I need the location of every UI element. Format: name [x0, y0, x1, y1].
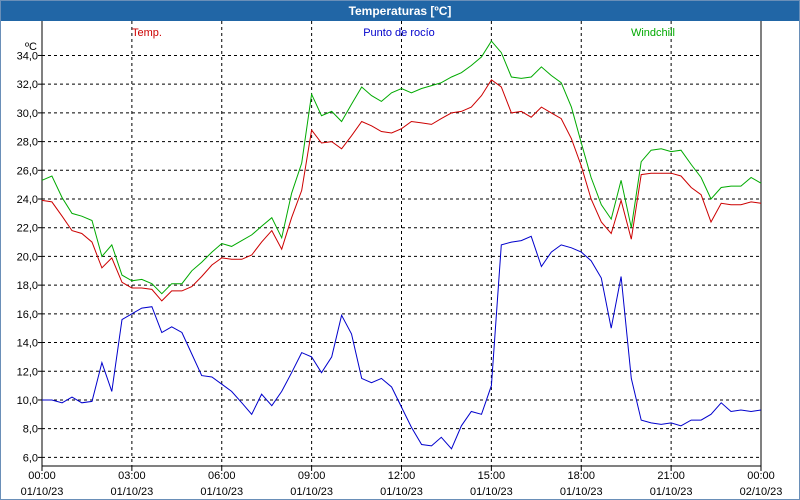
- x-tick-time-label: 00:00: [747, 470, 775, 482]
- y-tick-label: 14,0: [17, 338, 38, 350]
- y-tick-label: 30,0: [17, 108, 38, 120]
- x-tick-date-label: 01/10/23: [560, 486, 603, 498]
- x-tick-time-label: 18:00: [567, 470, 595, 482]
- series-line-temp: [41, 79, 762, 302]
- x-tick-time-label: 12:00: [388, 470, 416, 482]
- legend-entry: Temp.: [132, 27, 162, 39]
- y-tick-label: 32,0: [17, 79, 38, 91]
- y-tick-label: 24,0: [17, 194, 38, 206]
- y-axis-unit: ºC: [25, 41, 37, 53]
- y-tick-label: 12,0: [17, 366, 38, 378]
- grid: [41, 21, 762, 466]
- x-tick-date-label: 02/10/23: [740, 486, 783, 498]
- temperature-chart: ºC 6,0 8,0 10,0 12,0 14,0 16,0 18,0 20,0 22,0 24,0…: [17, 21, 783, 498]
- x-tick-time-label: 03:00: [118, 470, 146, 482]
- x-tick-time-label: 06:00: [208, 470, 236, 482]
- x-tick-date-label: 01/10/23: [290, 486, 333, 498]
- x-tick-time-label: 21:00: [657, 470, 685, 482]
- x-tick-time-label: 15:00: [478, 470, 506, 482]
- series-line-punto-de-roc-o: [42, 235, 762, 450]
- y-tick-label: 22,0: [17, 223, 38, 235]
- y-tick-label: 16,0: [17, 309, 38, 321]
- y-tick-label: 18,0: [17, 280, 38, 292]
- y-tick-label: 8,0: [23, 424, 38, 436]
- x-tick-date-label: 01/10/23: [650, 486, 693, 498]
- x-tick-date-label: 01/10/23: [21, 486, 64, 498]
- x-tick-date-label: 01/10/23: [470, 486, 513, 498]
- y-tick-label: 26,0: [17, 165, 38, 177]
- x-tick-date-label: 01/10/23: [200, 486, 243, 498]
- legend-entry: Windchill: [631, 27, 675, 39]
- x-tick-time-label: 09:00: [298, 470, 326, 482]
- series-lines: [41, 40, 762, 450]
- legend: Temp. Punto de rocío Windchill: [132, 27, 675, 39]
- y-tick-label: 10,0: [17, 395, 38, 407]
- axes: ºC 6,0 8,0 10,0 12,0 14,0 16,0 18,0 20,0 22,0 24,0…: [17, 21, 783, 498]
- y-tick-label: 6,0: [23, 452, 38, 464]
- window-title: Temperaturas [ºC]: [1, 1, 799, 21]
- series-line-windchill: [41, 40, 762, 295]
- y-tick-label: 28,0: [17, 137, 38, 149]
- x-tick-time-label: 00:00: [28, 470, 56, 482]
- legend-entry: Punto de rocío: [363, 27, 435, 39]
- x-tick-date-label: 01/10/23: [380, 486, 423, 498]
- y-tick-label: 20,0: [17, 251, 38, 263]
- y-tick-label: 34,0: [17, 50, 38, 62]
- x-tick-date-label: 01/10/23: [110, 486, 153, 498]
